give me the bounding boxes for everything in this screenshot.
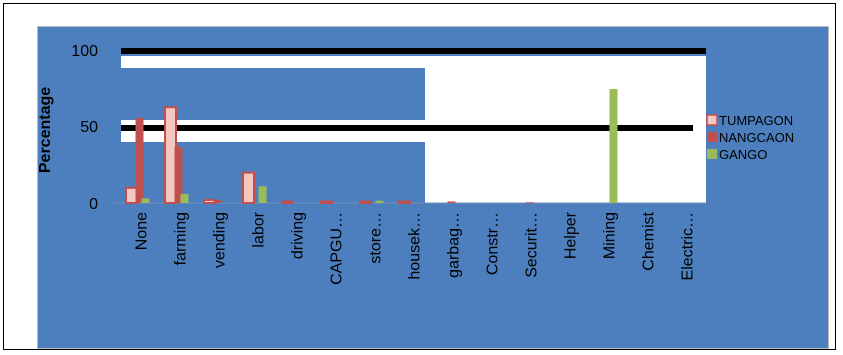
x-tick-label: CAPGU…: [329, 212, 346, 285]
legend-swatch: [706, 114, 718, 126]
bar-tumpagon-2: [203, 198, 216, 205]
bar-tumpagon-0: [125, 186, 138, 205]
x-tick-label: housek…: [407, 212, 424, 280]
x-tick-label: driving: [290, 212, 307, 259]
bar-tumpagon-6: [359, 200, 372, 204]
y-tick-label: 50: [80, 119, 98, 136]
bar-tumpagon-4: [281, 200, 294, 204]
x-tick-label: labor: [251, 211, 268, 247]
grid-band-50: [121, 125, 693, 131]
plot-panel-upper: [121, 56, 706, 68]
bar-tumpagon-1: [164, 106, 177, 204]
y-axis-title: Percentage: [37, 87, 54, 173]
legend-swatch: [707, 132, 717, 142]
x-tick-label: Constr…: [485, 212, 502, 275]
legend-label: TUMPAGON: [719, 113, 793, 128]
bar-tumpagon-5: [320, 200, 333, 204]
bar-nangcaon-8: [447, 201, 456, 203]
bar-nangcaon-2: [213, 199, 222, 203]
bar-tumpagon-7: [398, 200, 411, 204]
x-tick-label: Securit…: [524, 212, 541, 278]
bar-gango-1: [180, 193, 189, 203]
y-tick-label: 0: [89, 196, 98, 213]
x-tick-label: farming: [173, 212, 190, 265]
legend-swatch: [707, 149, 717, 159]
x-tick-label: Helper: [563, 211, 580, 259]
legend: TUMPAGON NANGCAON GANGO: [706, 113, 794, 162]
x-tick-label: store…: [368, 212, 385, 264]
y-tick-label: 100: [71, 43, 98, 60]
bar-gango-0: [141, 198, 150, 203]
x-tick-label: Electric…: [680, 212, 697, 280]
x-tick-label: garbag…: [446, 212, 463, 278]
bar-tumpagon-3: [242, 171, 255, 205]
bar-gango-6: [375, 200, 384, 203]
bar-nangcaon-10: [525, 202, 534, 204]
bar-nangcaon-1: [174, 146, 183, 203]
x-tick-label: vending: [212, 212, 229, 268]
x-tick-label: Chemist: [641, 211, 658, 270]
x-tick-label: Mining: [602, 212, 619, 259]
legend-label: NANGCAON: [719, 130, 794, 145]
bar-gango-3: [258, 186, 267, 203]
grid-band-100: [121, 48, 706, 54]
legend-label: GANGO: [719, 147, 767, 162]
bar-gango-12: [609, 89, 618, 203]
bar-nangcaon-0: [135, 117, 144, 203]
plot-panel-right: [425, 68, 706, 203]
x-tick-label: None: [134, 212, 151, 250]
